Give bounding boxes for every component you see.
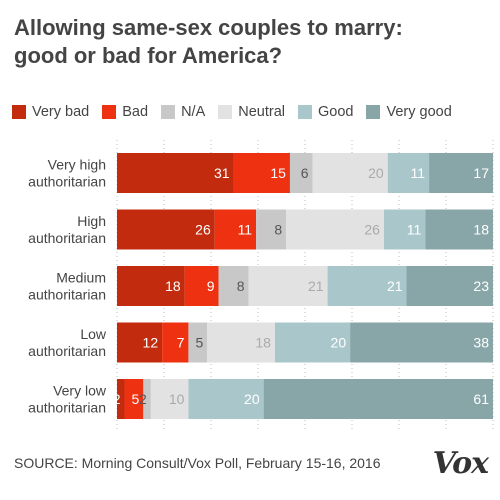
data-label: 11 <box>411 165 426 181</box>
bar-segment <box>214 209 257 250</box>
data-label: 11 <box>238 222 253 238</box>
bar-segment <box>150 379 189 419</box>
data-label: 38 <box>473 335 489 351</box>
legend-item-3: Neutral <box>218 104 285 120</box>
data-label: 10 <box>169 391 185 407</box>
vox-logo: Vox <box>432 446 489 481</box>
bar-segment <box>286 209 384 250</box>
bar-segment <box>383 209 426 250</box>
chart-title: Allowing same-sex couples to marry: good… <box>14 14 489 70</box>
data-label: 8 <box>237 278 245 294</box>
bar-segment <box>207 322 275 363</box>
bar-segment <box>429 153 493 193</box>
data-label: 31 <box>214 165 230 181</box>
data-label: 20 <box>368 165 384 181</box>
data-label: 61 <box>473 391 489 407</box>
legend-item-4: Good <box>297 104 354 120</box>
legend-item-2: N/A <box>161 104 205 120</box>
data-label: 26 <box>364 222 380 238</box>
bar-segment <box>117 209 215 250</box>
legend-item-1: Bad <box>102 104 148 120</box>
bar-segment <box>387 153 430 193</box>
data-label: 5 <box>132 391 140 407</box>
category-label: High authoritarian <box>28 213 106 246</box>
data-label: 11 <box>407 222 422 238</box>
stacked-bar-chart: Very high authoritarian 31 15 6 20 11 17 High aut… <box>28 140 494 431</box>
bar-segment <box>263 379 493 419</box>
data-label: 21 <box>308 278 324 294</box>
data-label: 18 <box>473 222 489 238</box>
bar-segment <box>256 209 287 250</box>
legend-label: N/A <box>181 104 206 120</box>
bar-segment <box>117 322 163 363</box>
bar-segment <box>274 322 351 363</box>
legend-item-0: Very bad <box>12 104 89 120</box>
bar-segment <box>289 153 313 193</box>
bar-segment <box>188 322 208 363</box>
data-label: 6 <box>301 165 309 181</box>
legend-swatch <box>366 105 381 119</box>
legend: Very bad Bad N/A Neutral Good Very good <box>12 102 497 122</box>
source-note: SOURCE: Morning Consult/Vox Poll, Februa… <box>14 455 381 471</box>
title-line-2: good or bad for America? <box>14 43 283 68</box>
legend-swatch <box>12 105 26 119</box>
bar-segment <box>425 209 493 250</box>
data-label: 20 <box>331 335 347 351</box>
data-label: 2 <box>113 391 121 407</box>
legend-swatch <box>102 105 117 119</box>
bar-segment <box>218 266 249 306</box>
legend-label: Very good <box>386 104 452 120</box>
data-label: 20 <box>244 391 260 407</box>
bar-segment <box>327 266 407 306</box>
category-label: Medium authoritarian <box>28 270 106 303</box>
data-label: 18 <box>165 278 181 294</box>
data-label: 21 <box>387 278 403 294</box>
bar-segment <box>188 379 264 419</box>
legend-label: Very bad <box>32 104 90 120</box>
legend-swatch <box>161 105 176 119</box>
bar-segment <box>117 266 185 306</box>
data-label: 23 <box>473 278 489 294</box>
data-label: 9 <box>207 278 215 294</box>
bar-segment <box>312 153 388 193</box>
legend-swatch <box>218 105 233 119</box>
data-label: 26 <box>195 222 211 238</box>
bar-segment <box>143 379 151 419</box>
data-label: 8 <box>274 222 282 238</box>
data-label: 15 <box>270 165 286 181</box>
bar-segment <box>248 266 328 306</box>
legend-swatch <box>297 105 312 119</box>
data-label: 2 <box>139 391 147 407</box>
data-label: 18 <box>255 335 271 351</box>
bar-segment <box>117 153 234 193</box>
category-label: Very low authoritarian <box>28 383 107 416</box>
bar-segment <box>406 266 493 306</box>
bar-segment <box>117 379 125 419</box>
data-label: 7 <box>177 335 185 351</box>
data-label: 5 <box>195 335 203 351</box>
category-label: Low authoritarian <box>28 326 107 359</box>
bar-segment <box>124 379 144 419</box>
data-label: 17 <box>473 165 489 181</box>
legend-label: Neutral <box>238 104 285 120</box>
bar-segment <box>162 322 189 363</box>
category-label: Very high authoritarian <box>28 157 106 190</box>
bar-segment <box>350 322 493 363</box>
legend-label: Bad <box>122 104 149 120</box>
bar-segment <box>184 266 219 306</box>
data-label: 12 <box>143 335 159 351</box>
bar-segment <box>233 153 290 193</box>
legend-label: Good <box>317 104 354 120</box>
legend-item-5: Very good <box>366 104 452 120</box>
title-line-1: Allowing same-sex couples to marry: <box>14 15 403 40</box>
